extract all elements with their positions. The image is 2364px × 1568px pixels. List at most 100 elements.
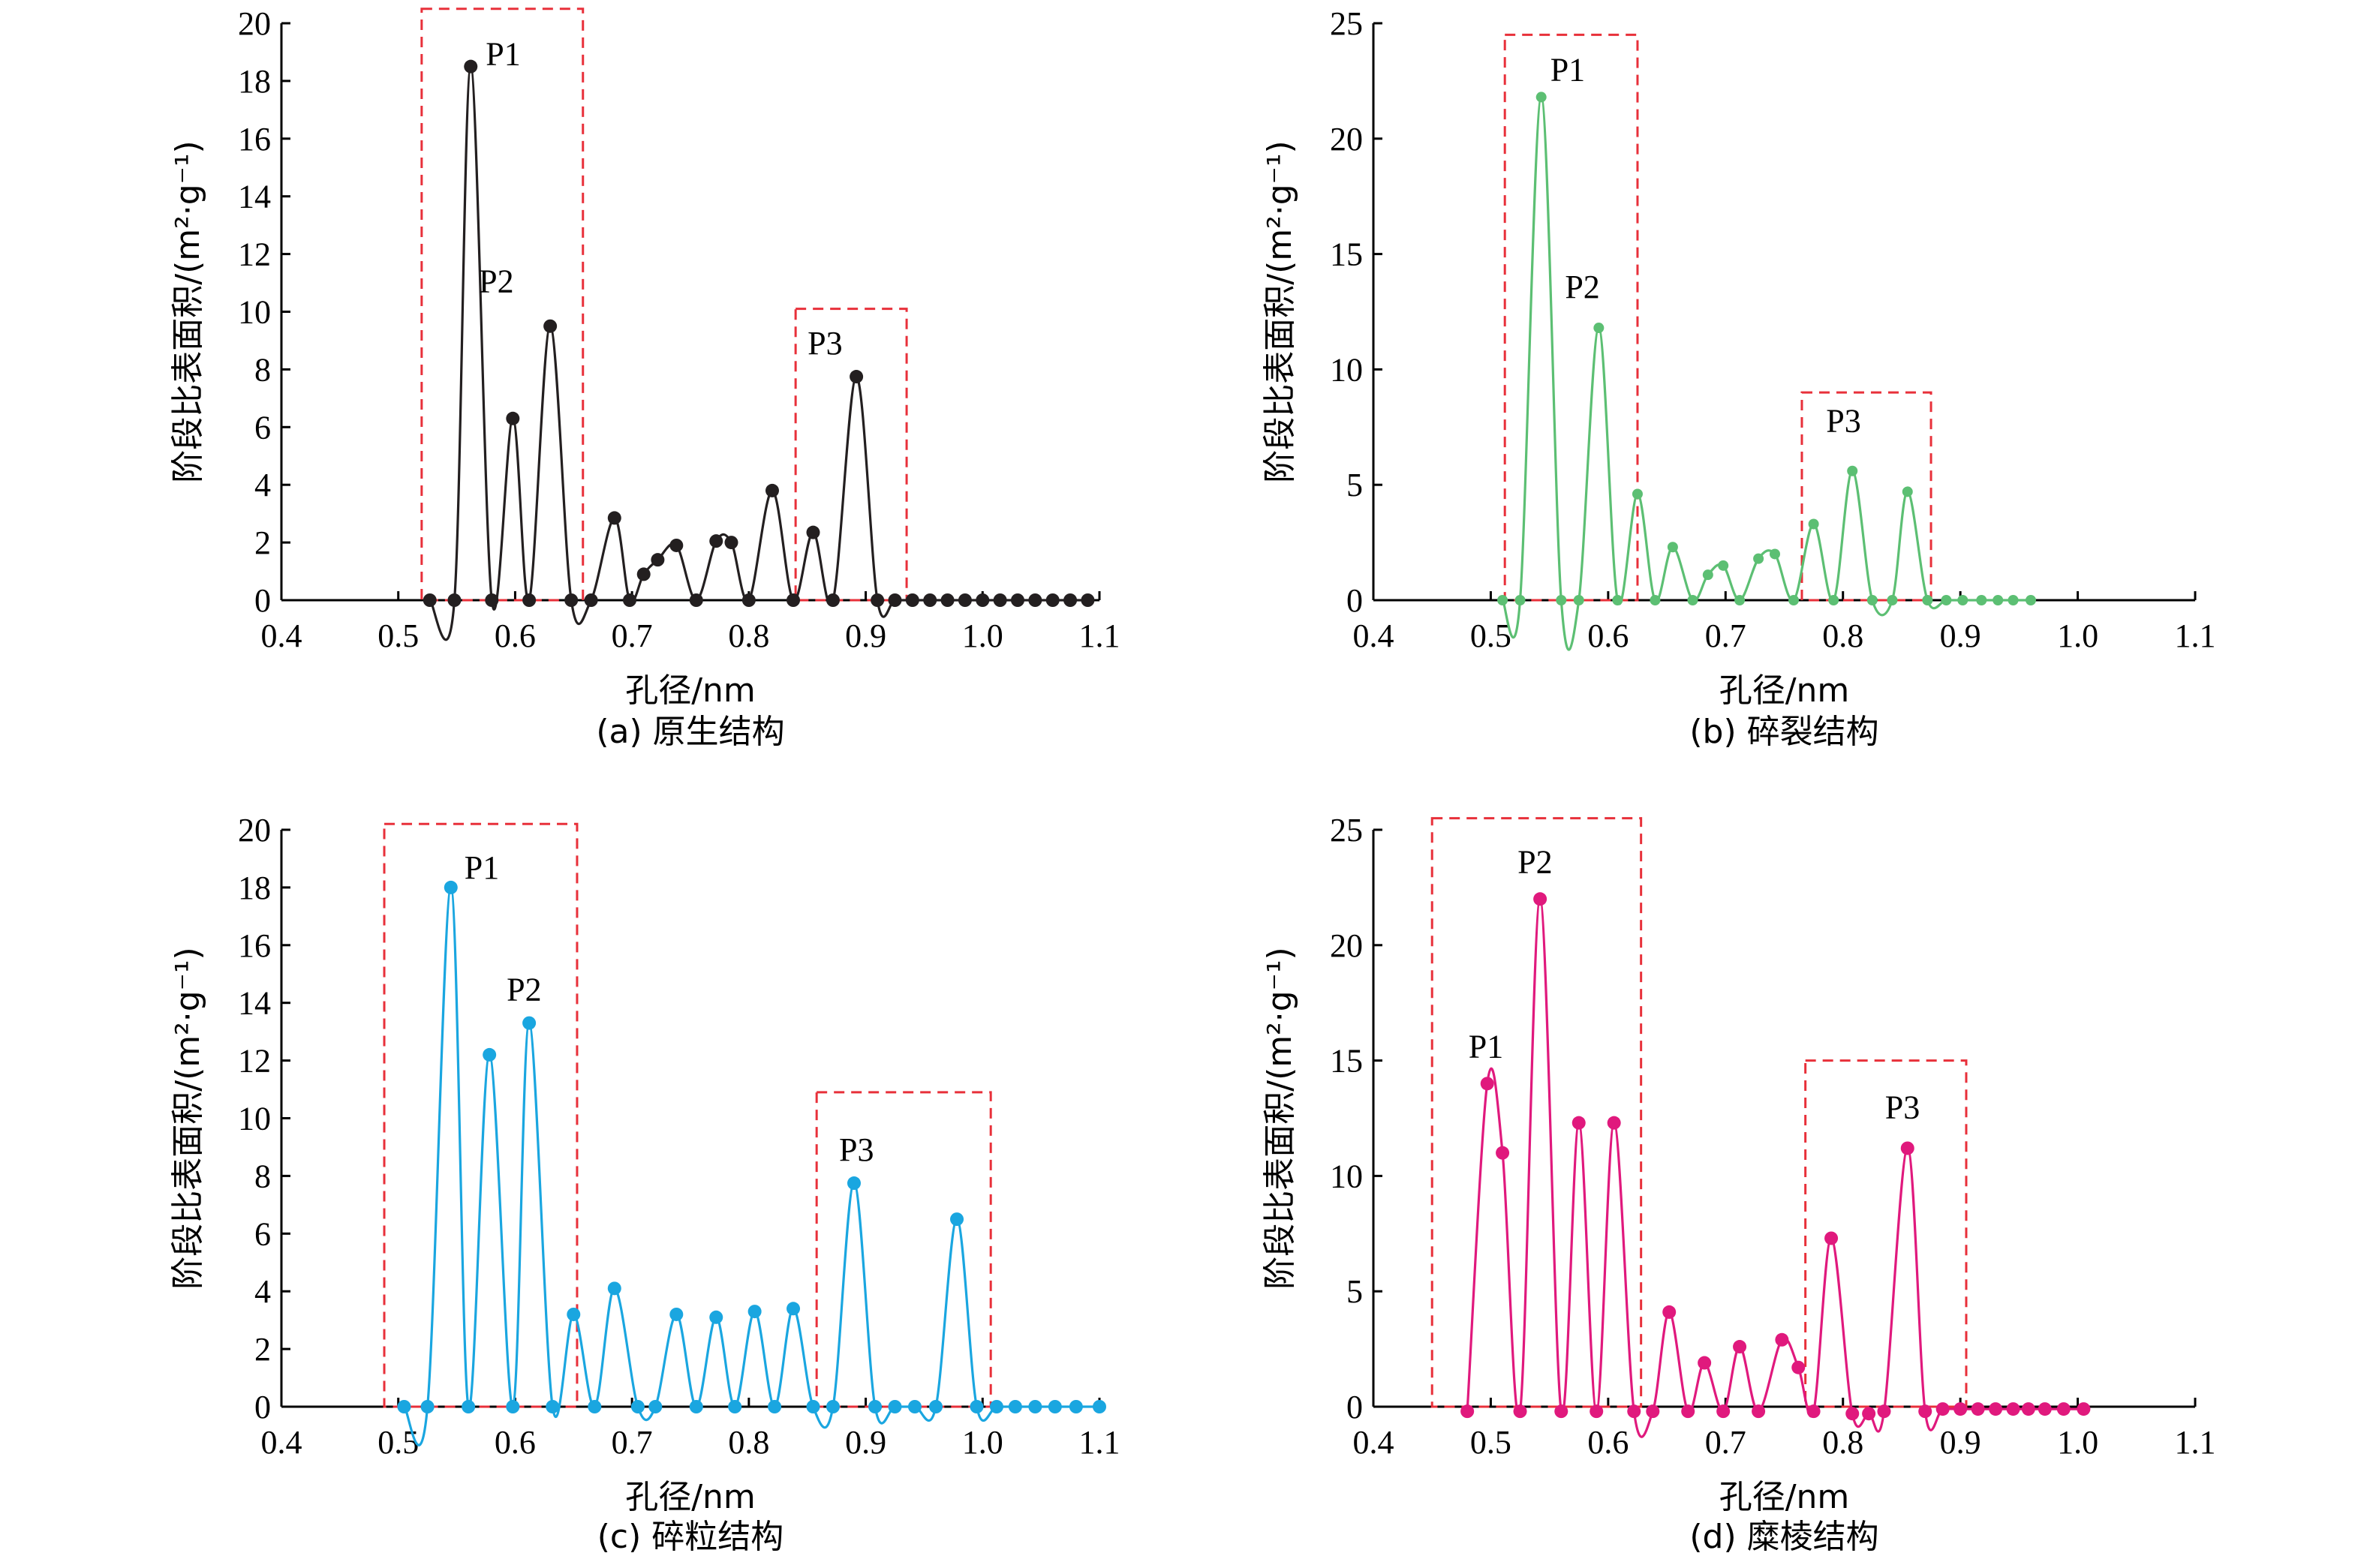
y-tick-label: 2 bbox=[254, 1331, 271, 1368]
data-point bbox=[1612, 595, 1623, 605]
series-line bbox=[1501, 95, 2031, 651]
data-point bbox=[989, 1400, 1003, 1413]
data-point bbox=[1681, 1404, 1695, 1419]
y-tick-label: 0 bbox=[1346, 1389, 1363, 1425]
data-point bbox=[1957, 595, 1968, 605]
peak-box-p3 bbox=[1800, 391, 1932, 602]
data-point bbox=[1480, 1077, 1494, 1091]
data-point bbox=[1734, 595, 1746, 605]
x-tick-label: 0.9 bbox=[845, 617, 886, 654]
data-point bbox=[958, 593, 972, 607]
data-point bbox=[423, 593, 437, 607]
x-axis-title: 孔径/nm bbox=[1719, 1478, 1850, 1516]
data-point bbox=[546, 1400, 560, 1413]
y-tick-label: 14 bbox=[238, 179, 271, 215]
data-point bbox=[871, 593, 885, 607]
x-tick-label: 1.1 bbox=[2175, 617, 2216, 654]
y-tick-label: 25 bbox=[1330, 812, 1363, 849]
x-tick-label: 0.4 bbox=[261, 617, 302, 654]
y-tick-label: 15 bbox=[1330, 236, 1363, 273]
data-point bbox=[564, 593, 579, 607]
data-point bbox=[2026, 595, 2036, 605]
data-point bbox=[868, 1400, 883, 1413]
data-point bbox=[420, 1400, 435, 1413]
data-point bbox=[630, 1400, 645, 1413]
data-point bbox=[1788, 595, 1800, 605]
peak-label-p2: P2 bbox=[507, 972, 541, 1008]
data-point bbox=[1922, 595, 1933, 605]
data-point bbox=[689, 1400, 703, 1413]
y-tick-label: 8 bbox=[254, 351, 271, 388]
data-point bbox=[1887, 595, 1898, 605]
data-point bbox=[976, 593, 990, 607]
data-point bbox=[2056, 1402, 2071, 1416]
data-point bbox=[1733, 1340, 1747, 1354]
peak-label-p3: P3 bbox=[1885, 1089, 1920, 1125]
data-point bbox=[623, 593, 637, 607]
data-point bbox=[741, 593, 756, 607]
data-point bbox=[584, 593, 598, 607]
data-point bbox=[1497, 595, 1508, 605]
chart-panel-1: 0.4 0.5 0.6 0.7 0.8 0.9 1.0 1.1 0 5 10 15 20 25 孔径/nm 阶… bbox=[1261, 5, 2216, 751]
peak-label-p3: P3 bbox=[1826, 403, 1860, 440]
y-axis-title: 阶段比表面积/(m²·g⁻¹) bbox=[1261, 140, 1299, 482]
data-point bbox=[1877, 1404, 1891, 1419]
x-tick-label: 1.1 bbox=[1079, 617, 1120, 654]
x-tick-label: 1.1 bbox=[2175, 1424, 2216, 1461]
y-tick-label: 2 bbox=[254, 524, 271, 561]
data-point bbox=[1593, 323, 1605, 334]
data-point bbox=[543, 319, 558, 333]
data-point bbox=[1460, 1404, 1475, 1419]
data-point bbox=[1808, 518, 1819, 530]
peak-box-p1 bbox=[1503, 33, 1639, 602]
y-tick-label: 25 bbox=[1330, 5, 1363, 42]
data-point bbox=[826, 593, 840, 607]
data-point bbox=[1698, 1356, 1712, 1370]
data-point bbox=[1791, 1360, 1806, 1374]
data-point bbox=[1573, 595, 1584, 605]
data-point bbox=[806, 1400, 820, 1413]
y-tick-label: 6 bbox=[254, 1215, 271, 1252]
y-tick-label: 18 bbox=[238, 63, 271, 100]
data-point bbox=[1953, 1402, 1968, 1416]
data-point bbox=[2021, 1402, 2035, 1416]
x-tick-label: 0.7 bbox=[612, 1424, 653, 1461]
peak-label-p2: P2 bbox=[1565, 269, 1599, 305]
data-point bbox=[648, 1400, 663, 1413]
y-tick-label: 5 bbox=[1346, 467, 1363, 503]
y-axis-title: 阶段比表面积/(m²·g⁻¹) bbox=[169, 140, 207, 482]
data-point bbox=[1718, 560, 1729, 571]
data-point bbox=[1993, 595, 2004, 605]
data-point bbox=[1806, 1404, 1821, 1419]
data-point bbox=[1554, 1404, 1568, 1419]
data-point bbox=[607, 511, 621, 525]
data-point bbox=[485, 593, 499, 607]
data-point bbox=[2008, 595, 2019, 605]
data-point bbox=[506, 411, 520, 425]
data-point bbox=[2006, 1402, 2020, 1416]
data-point bbox=[786, 593, 801, 607]
x-tick-label: 0.6 bbox=[495, 1424, 536, 1461]
x-tick-label: 0.7 bbox=[1705, 617, 1746, 654]
y-tick-label: 4 bbox=[254, 467, 271, 503]
data-point bbox=[1650, 595, 1661, 605]
data-point bbox=[940, 593, 955, 607]
data-point bbox=[1556, 595, 1567, 605]
x-tick-label: 1.0 bbox=[2057, 617, 2098, 654]
data-point bbox=[1753, 553, 1764, 564]
chart-panel-3: 0.4 0.5 0.6 0.7 0.8 0.9 1.0 1.1 0 5 10 15 20 25 孔径/nm 阶… bbox=[1261, 812, 2216, 1556]
y-axis-title: 阶段比表面积/(m²·g⁻¹) bbox=[169, 947, 207, 1289]
data-point bbox=[1900, 1141, 1914, 1155]
data-point bbox=[970, 1400, 984, 1413]
data-point bbox=[483, 1047, 497, 1062]
data-point bbox=[1513, 1404, 1527, 1419]
x-tick-label: 0.5 bbox=[1470, 1424, 1511, 1461]
y-tick-label: 10 bbox=[238, 294, 271, 331]
peak-box-p2 bbox=[1430, 817, 1643, 1408]
x-tick-label: 0.7 bbox=[1705, 1424, 1746, 1461]
panel-caption: (a) 原生结构 bbox=[596, 713, 784, 751]
data-point bbox=[1646, 1404, 1660, 1419]
x-axis-title: 孔径/nm bbox=[625, 1478, 756, 1516]
data-point bbox=[1845, 1407, 1860, 1421]
